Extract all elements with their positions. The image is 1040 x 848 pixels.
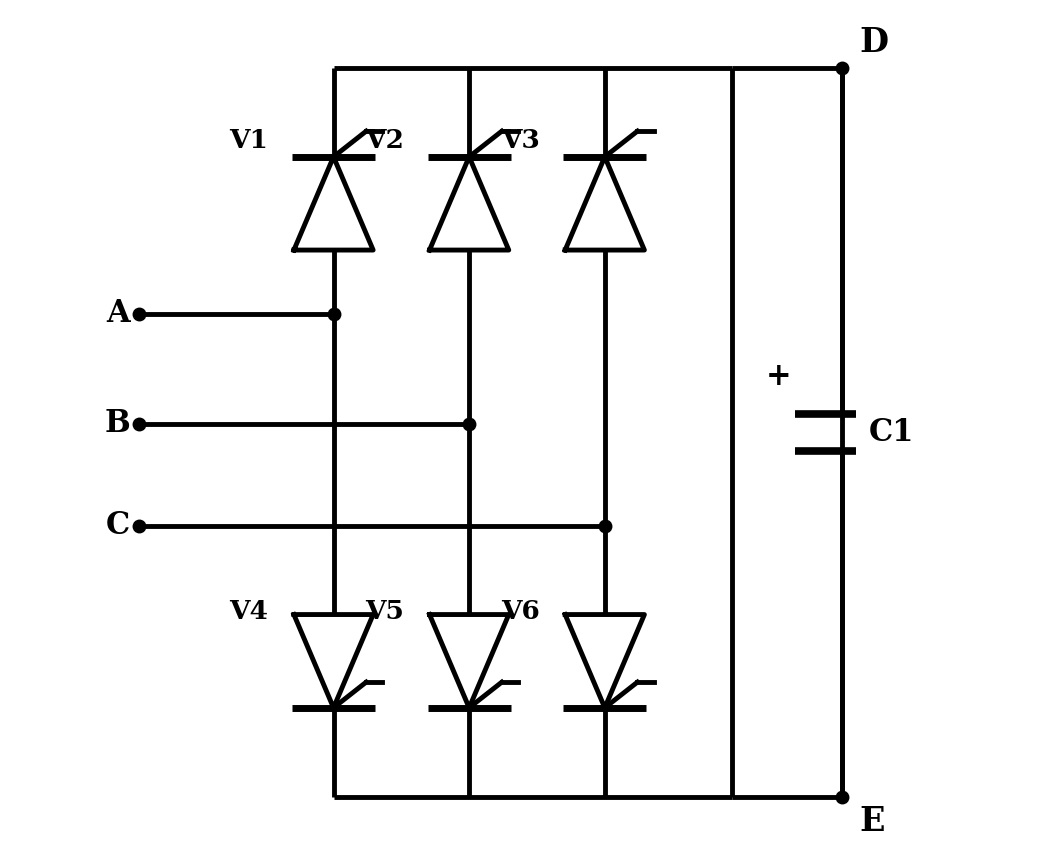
Text: A: A [106, 298, 130, 329]
Text: V4: V4 [230, 599, 268, 624]
Text: B: B [104, 409, 130, 439]
Text: E: E [859, 806, 885, 839]
Text: V1: V1 [230, 127, 268, 153]
Text: C: C [106, 510, 130, 541]
Text: C1: C1 [868, 417, 914, 448]
Text: +: + [765, 361, 791, 392]
Text: D: D [859, 26, 888, 59]
Text: V3: V3 [501, 127, 540, 153]
Text: V2: V2 [365, 127, 405, 153]
Text: V6: V6 [501, 599, 540, 624]
Text: V5: V5 [365, 599, 405, 624]
